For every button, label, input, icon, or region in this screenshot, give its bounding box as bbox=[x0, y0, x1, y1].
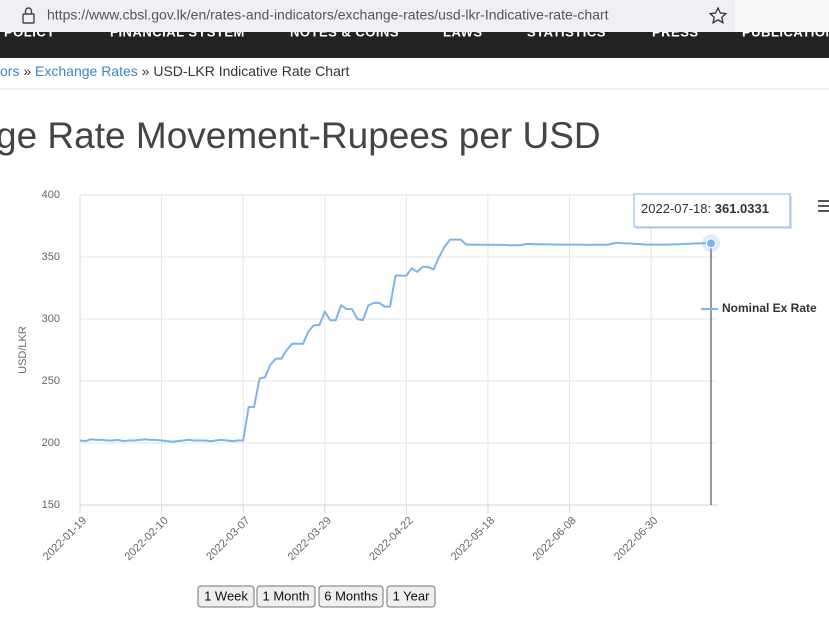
range-button[interactable] bbox=[256, 585, 316, 608]
hover-point bbox=[706, 238, 716, 249]
x-tick-label: 2022-04-22 bbox=[367, 515, 415, 563]
x-tick-label: 2022-06-08 bbox=[530, 515, 578, 563]
range-button-label[interactable]: 1 Week bbox=[204, 588, 248, 603]
url-text[interactable]: https://www.cbsl.gov.lk/en/rates-and-ind… bbox=[47, 7, 609, 23]
page-heading: ge Rate Movement-Rupees per USD bbox=[0, 115, 601, 156]
series-line bbox=[79, 238, 712, 443]
x-tick-label: 2022-02-10 bbox=[122, 515, 170, 563]
x-tick-label: 2022-06-30 bbox=[612, 515, 660, 563]
range-button[interactable] bbox=[386, 585, 436, 608]
range-button[interactable] bbox=[197, 585, 255, 608]
nav-item[interactable]: STATISTICS bbox=[527, 24, 606, 39]
x-tick-label: 2022-03-29 bbox=[286, 515, 334, 563]
range-button-label[interactable]: 1 Year bbox=[393, 588, 431, 603]
nav-item[interactable]: LAWS bbox=[443, 24, 483, 39]
tooltip-date: 2022-07-18 bbox=[641, 201, 708, 216]
y-tick-label: 400 bbox=[42, 189, 60, 201]
nav-item[interactable]: PUBLICATIONS bbox=[742, 24, 829, 39]
breadcrumb-current: USD-LKR Indicative Rate Chart bbox=[153, 63, 349, 79]
x-tick-label: 2022-03-07 bbox=[204, 515, 252, 563]
range-button-label[interactable]: 1 Month bbox=[263, 588, 310, 603]
nav-bar bbox=[0, 32, 829, 58]
x-tick-label: 2022-05-18 bbox=[449, 515, 497, 563]
breadcrumb-separator: » bbox=[142, 63, 154, 79]
nav-item[interactable]: FINANCIAL SYSTEM bbox=[110, 24, 245, 39]
breadcrumb-separator: » bbox=[23, 63, 35, 79]
nav-item[interactable]: POLICY bbox=[4, 24, 55, 39]
breadcrumb: ors » Exchange Rates » USD-LKR Indicativ… bbox=[0, 63, 350, 79]
y-tick-label: 300 bbox=[42, 313, 60, 325]
tooltip-text: 2022-07-18: 361.0331 bbox=[641, 201, 769, 216]
y-tick-label: 250 bbox=[42, 375, 60, 387]
lock-icon bbox=[22, 7, 35, 24]
y-tick-label: 200 bbox=[42, 437, 60, 449]
x-tick-label: 2022-01-19 bbox=[41, 515, 89, 563]
range-button[interactable] bbox=[318, 585, 384, 608]
menu-icon[interactable] bbox=[818, 200, 829, 212]
y-axis-label: USD/LKR bbox=[17, 326, 29, 374]
breadcrumb-link[interactable]: Exchange Rates bbox=[35, 63, 138, 79]
tooltip-sep: : bbox=[708, 201, 715, 216]
tooltip bbox=[633, 193, 791, 228]
breadcrumb-link[interactable]: ors bbox=[0, 63, 19, 79]
url-field[interactable] bbox=[0, 0, 735, 32]
y-tick-label: 150 bbox=[42, 499, 60, 511]
nav-item[interactable]: NOTES & COINS bbox=[290, 24, 399, 39]
range-button-label[interactable]: 6 Months bbox=[324, 588, 378, 603]
bookmark-star[interactable] bbox=[708, 6, 728, 24]
tooltip-value: 361.0331 bbox=[715, 201, 769, 216]
y-tick-label: 350 bbox=[42, 251, 60, 263]
nav-item[interactable]: PRESS bbox=[652, 24, 699, 39]
legend-label[interactable]: Nominal Ex Rate bbox=[722, 301, 817, 315]
